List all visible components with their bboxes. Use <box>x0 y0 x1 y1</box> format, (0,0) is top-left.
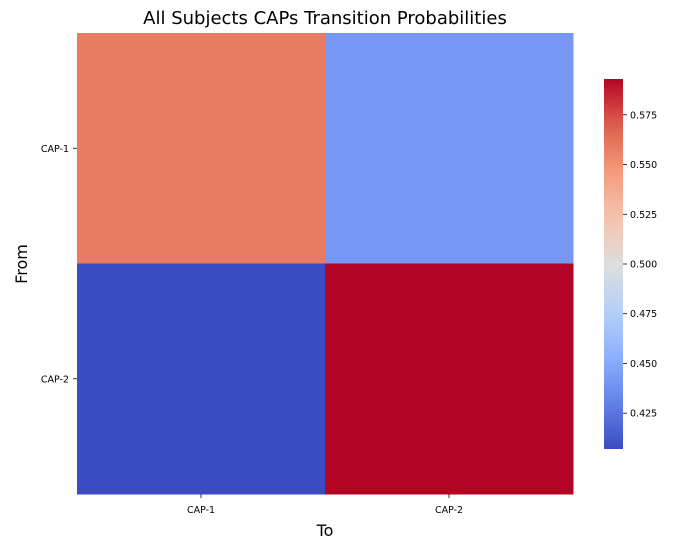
colorbar-tick-label: 0.575 <box>630 110 657 121</box>
colorbar-ticks: 0.425 0.450 0.475 0.500 0.525 0.550 0.575 <box>623 110 657 420</box>
y-axis-label: From <box>12 244 31 284</box>
y-tick-label: CAP-1 <box>41 144 69 155</box>
heatmap-cell-CAP-2-to-CAP-2 <box>325 263 574 495</box>
x-tick-label: CAP-1 <box>187 505 215 516</box>
colorbar-tick-label: 0.525 <box>630 210 657 221</box>
heatmap-cells <box>77 33 574 495</box>
colorbar-tick-label: 0.425 <box>630 409 657 420</box>
colorbar-tick-label: 0.475 <box>630 309 657 320</box>
heatmap-cell-CAP-2-to-CAP-1 <box>77 263 326 495</box>
colorbar-tick-label: 0.500 <box>630 260 657 271</box>
heatmap-cell-CAP-1-to-CAP-1 <box>77 33 326 264</box>
y-axis-ticks: CAP-1 CAP-2 <box>41 144 77 385</box>
colorbar-tick-label: 0.550 <box>630 160 657 171</box>
colorbar-tick-label: 0.450 <box>630 359 657 370</box>
chart-title: All Subjects CAPs Transition Probabiliti… <box>143 8 507 29</box>
heatmap-cell-CAP-1-to-CAP-2 <box>325 33 574 264</box>
x-axis-ticks: CAP-1 CAP-2 <box>187 494 463 516</box>
x-tick-label: CAP-2 <box>435 505 463 516</box>
x-axis-label: To <box>316 521 334 540</box>
colorbar <box>604 79 623 449</box>
y-tick-label: CAP-2 <box>41 374 69 385</box>
